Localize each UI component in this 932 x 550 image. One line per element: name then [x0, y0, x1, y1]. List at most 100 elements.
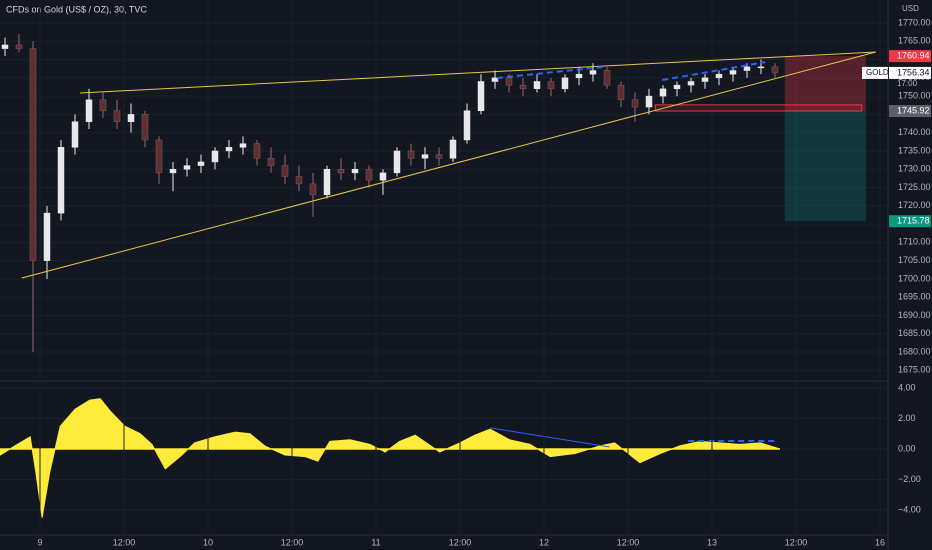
currency: USD — [902, 4, 919, 13]
y-tick-label: 1695.00 — [898, 292, 931, 302]
trend-line — [79, 51, 876, 94]
price-marker — [889, 215, 931, 228]
candle-body — [239, 143, 247, 148]
candle-body — [225, 147, 233, 152]
candle-body — [575, 73, 583, 79]
candle-body — [477, 81, 485, 111]
x-tick-label: 11 — [371, 537, 380, 547]
candle-body — [183, 165, 191, 170]
candle-body — [113, 110, 121, 122]
y-tick-label: −2.00 — [898, 474, 921, 484]
candle-body — [603, 70, 611, 86]
symbol-box — [862, 66, 888, 79]
candle-body — [491, 77, 499, 82]
price-marker — [889, 105, 931, 118]
trend-line — [21, 51, 876, 279]
trend-line — [490, 427, 610, 448]
price-marker — [889, 50, 931, 63]
candle-body — [645, 95, 653, 108]
x-tick-label: 12:00 — [281, 537, 304, 547]
y-tick-label: 1710.00 — [898, 237, 931, 247]
price-marker-label: 1745.92 — [897, 105, 930, 115]
candle-body — [449, 139, 457, 159]
countdown: 17:00 — [897, 79, 918, 88]
oscillator-area — [0, 398, 781, 518]
x-tick-label: 12:00 — [617, 537, 640, 547]
y-tick-label: −4.00 — [898, 504, 921, 514]
y-tick-label: 1685.00 — [898, 328, 931, 338]
candle-body — [771, 66, 779, 74]
candle-body — [99, 99, 107, 111]
candle-body — [197, 161, 205, 166]
y-tick-label: 0.00 — [898, 443, 916, 453]
y-tick-label: 1680.00 — [898, 346, 931, 356]
candle-body — [421, 154, 429, 159]
candle-body — [617, 84, 625, 101]
candle-body — [519, 84, 527, 90]
candle-body — [15, 44, 23, 49]
stop-zone — [784, 56, 866, 112]
chart-title: CFDs on Gold (US$ / OZ), 30, TVC — [6, 4, 147, 14]
candle-body — [463, 110, 471, 141]
x-tick-label: 12:00 — [113, 537, 136, 547]
candle-body — [743, 66, 751, 71]
y-tick-label: 1740.00 — [898, 127, 931, 137]
candle-body — [211, 150, 219, 163]
candle-body — [379, 172, 387, 181]
y-tick-label: 2.00 — [898, 413, 916, 423]
candle-body — [57, 147, 65, 214]
candle-body — [309, 183, 317, 196]
y-tick-label: 1750.00 — [898, 90, 931, 100]
x-tick-label: 12 — [539, 537, 549, 547]
y-tick-label: 1690.00 — [898, 310, 931, 320]
zone — [654, 104, 863, 112]
candle-body — [71, 121, 79, 148]
y-tick-label: 1765.00 — [898, 36, 931, 46]
trend-line — [662, 61, 766, 82]
y-tick-label: 1720.00 — [898, 200, 931, 210]
x-tick-label: 16 — [875, 537, 885, 547]
candle-body — [407, 150, 415, 159]
symbol-label: GOLD — [866, 68, 889, 77]
y-tick-label: 1675.00 — [898, 365, 931, 375]
x-tick-label: 12:00 — [449, 537, 472, 547]
x-tick-label: 10 — [203, 537, 213, 547]
candle-body — [673, 84, 681, 90]
price-marker-label: 1715.78 — [897, 216, 930, 226]
y-tick-label: 1705.00 — [898, 255, 931, 265]
candle-body — [435, 154, 443, 159]
candle-body — [29, 48, 37, 261]
y-tick-label: 1725.00 — [898, 182, 931, 192]
candle-body — [351, 168, 359, 174]
candle-body — [337, 168, 345, 174]
x-tick-label: 9 — [37, 537, 42, 547]
candle-body — [155, 139, 163, 174]
candle-body — [715, 73, 723, 79]
candle-body — [281, 165, 289, 177]
candle-body — [267, 158, 275, 166]
target-zone — [784, 111, 866, 222]
candle-body — [295, 176, 303, 185]
candle-body — [43, 212, 51, 261]
trend-line — [496, 65, 603, 79]
candle-body — [253, 143, 261, 159]
candle-body — [505, 77, 513, 86]
candle-body — [141, 114, 149, 141]
y-tick-label: 1770.00 — [898, 17, 931, 27]
candle-body — [729, 70, 737, 75]
candle-body — [323, 168, 331, 196]
candle-body — [85, 99, 93, 122]
candle-body — [757, 66, 765, 69]
candle-body — [365, 168, 373, 181]
candle-body — [533, 81, 541, 90]
candle-body — [393, 150, 401, 174]
candle-body — [659, 88, 667, 97]
candle-body — [687, 81, 695, 86]
y-tick-label: 1700.00 — [898, 273, 931, 283]
candle-body — [701, 77, 709, 82]
y-tick-label: 1730.00 — [898, 164, 931, 174]
candle-body — [127, 114, 135, 122]
